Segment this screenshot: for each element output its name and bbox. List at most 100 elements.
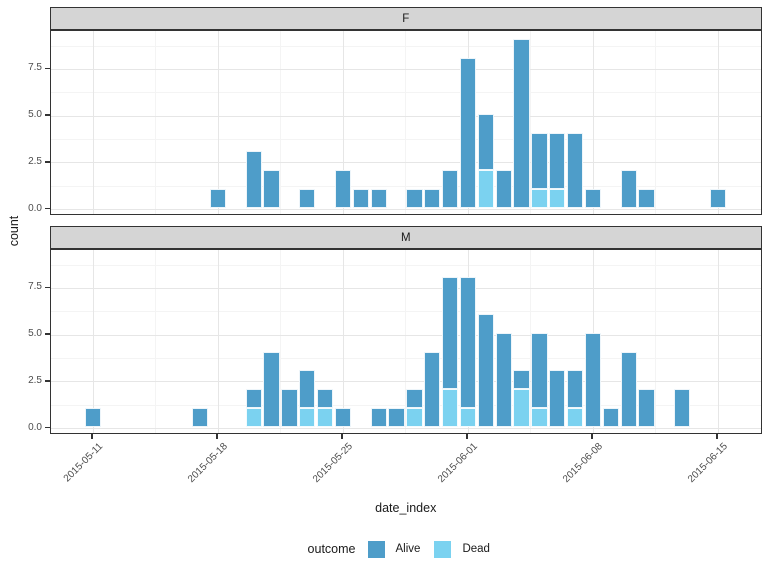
bar-m-2015-06-04-alive <box>513 370 530 390</box>
bar-m-2015-06-03-alive <box>495 333 512 427</box>
gridline-minor-x <box>155 250 156 433</box>
y-axis-tick <box>45 161 50 163</box>
bar-f-2015-06-15-alive <box>709 188 727 208</box>
bar-f-2015-05-30-alive <box>424 188 441 208</box>
bar-m-2015-05-27-alive <box>370 407 387 427</box>
bar-f-2015-06-01-alive <box>459 58 477 208</box>
gridline-major-y <box>50 162 761 164</box>
y-tick-label: 2.5 <box>28 374 42 386</box>
bar-m-2015-05-20-dead <box>245 407 262 427</box>
bar-f-2015-06-03-alive <box>495 170 512 208</box>
y-axis-tick <box>45 380 50 382</box>
gridline-minor-x <box>530 31 531 214</box>
y-tick-label: 5.0 <box>28 328 42 340</box>
x-axis-tick <box>466 434 468 439</box>
gridline-major-y <box>50 428 761 429</box>
facet-panel-f <box>49 30 762 215</box>
legend-swatch-alive-icon <box>367 540 385 558</box>
bar-f-2015-06-06-dead <box>549 188 566 208</box>
facet-strip-m: M <box>49 226 762 249</box>
legend-label-dead: Dead <box>462 543 490 555</box>
bar-m-2015-06-08-alive <box>584 333 602 427</box>
bar-f-2015-06-02-alive <box>477 114 495 171</box>
gridline-major-x <box>92 250 94 433</box>
x-axis-title: date_index <box>375 501 437 515</box>
x-axis-tick <box>216 434 218 439</box>
bar-m-2015-05-17-alive <box>191 407 209 427</box>
y-tick-label: 7.5 <box>28 281 42 293</box>
bar-f-2015-06-07-alive <box>566 132 584 208</box>
y-axis-tick <box>45 207 50 210</box>
bar-f-2015-05-27-alive <box>370 188 387 208</box>
y-axis-tick <box>45 333 50 335</box>
bar-m-2015-06-06-alive <box>549 370 566 427</box>
x-axis-tick <box>716 434 718 439</box>
bar-m-2015-06-10-alive <box>620 351 637 427</box>
bar-m-2015-05-23-alive <box>299 370 316 408</box>
gridline-minor-x <box>280 250 281 433</box>
y-axis-tick <box>45 286 50 289</box>
bar-m-2015-06-11-alive <box>638 389 655 427</box>
gridline-major-x <box>92 31 94 214</box>
x-tick-label: 2015-05-11 <box>61 441 105 485</box>
bar-m-2015-05-31-dead <box>441 389 459 427</box>
bar-m-2015-05-29-dead <box>406 407 423 427</box>
bar-m-2015-06-04-dead <box>513 389 530 427</box>
bar-m-2015-05-29-alive <box>406 389 423 408</box>
facet-panel-m <box>49 249 762 434</box>
gridline-major-x <box>717 31 719 214</box>
y-tick-label: 5.0 <box>28 109 42 121</box>
gridline-major-x <box>592 31 594 214</box>
bar-f-2015-05-21-alive <box>263 170 280 208</box>
bar-f-2015-06-10-alive <box>620 170 637 208</box>
x-tick-label: 2015-06-01 <box>435 441 480 485</box>
x-axis-tick <box>341 434 343 439</box>
facet-strip-f-label: F <box>402 12 410 25</box>
bar-f-2015-06-04-alive <box>513 39 530 208</box>
y-axis-tick <box>45 426 50 429</box>
gridline-minor-x <box>280 31 281 214</box>
bar-f-2015-05-18-alive <box>209 188 227 208</box>
bar-m-2015-05-31-alive <box>441 277 459 390</box>
gridline-major-x <box>342 250 344 433</box>
bar-m-2015-05-11-alive <box>84 407 102 427</box>
gridline-major-x <box>717 250 719 433</box>
bar-f-2015-06-05-dead <box>531 188 548 208</box>
bar-m-2015-05-23-dead <box>299 407 316 427</box>
legend-title: outcome <box>307 542 356 556</box>
bar-f-2015-05-25-alive <box>334 170 352 208</box>
legend-item-dead: Dead <box>434 540 490 558</box>
bar-m-2015-06-01-dead <box>459 407 477 427</box>
y-axis-tick <box>45 67 50 70</box>
x-axis-tick <box>91 434 93 439</box>
legend-label-alive: Alive <box>395 543 421 555</box>
bar-f-2015-05-23-alive <box>299 188 316 208</box>
bar-m-2015-06-05-dead <box>531 407 548 427</box>
gridline-minor-x <box>155 31 156 214</box>
gridline-minor-x <box>405 250 406 433</box>
bar-f-2015-06-11-alive <box>638 188 655 208</box>
x-tick-label: 2015-05-25 <box>310 441 355 485</box>
bar-m-2015-06-02-alive <box>477 314 495 427</box>
bar-f-2015-05-26-alive <box>352 188 370 208</box>
bar-m-2015-05-22-alive <box>281 389 298 427</box>
bar-m-2015-05-28-alive <box>388 407 405 427</box>
y-tick-label: 2.5 <box>28 155 42 167</box>
x-tick-label: 2015-05-18 <box>185 441 230 485</box>
bar-m-2015-06-07-dead <box>566 407 584 427</box>
bar-m-2015-05-30-alive <box>424 351 441 427</box>
legend: outcome Alive Dead <box>50 537 763 561</box>
bar-m-2015-06-13-alive <box>674 389 691 427</box>
bar-f-2015-06-08-alive <box>584 188 602 208</box>
gridline-major-x <box>217 31 219 214</box>
bar-m-2015-06-05-alive <box>531 333 548 408</box>
gridline-minor-x <box>530 250 531 433</box>
bar-m-2015-05-24-dead <box>316 407 334 427</box>
gridline-major-x <box>217 250 219 433</box>
bar-m-2015-06-07-alive <box>566 370 584 408</box>
x-axis-tick <box>591 434 593 439</box>
bar-m-2015-06-09-alive <box>602 407 620 427</box>
gridline-major-y <box>50 209 761 210</box>
gridline-major-x <box>342 31 344 214</box>
